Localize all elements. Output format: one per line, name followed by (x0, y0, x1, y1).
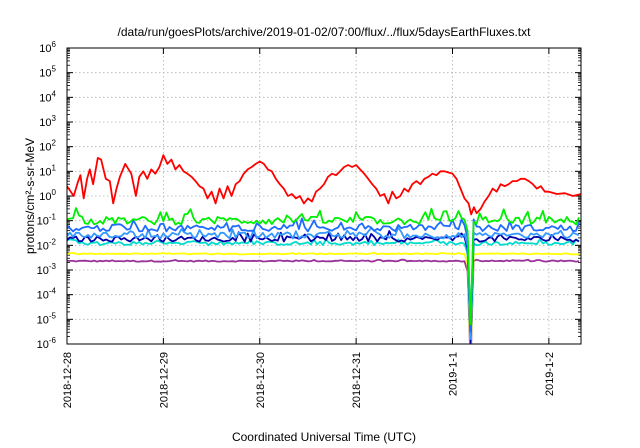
series-lines (67, 154, 581, 344)
x-tick-label: 2018-12-31 (351, 352, 363, 408)
chart-title: /data/run/goesPlots/archive/2019-01-02/0… (118, 25, 532, 39)
grid-lines (67, 48, 581, 344)
y-tick-label: 10-2 (37, 237, 57, 252)
x-tick-label: 2018-12-30 (255, 352, 267, 408)
series-line (67, 207, 580, 326)
y-tick-label: 10-4 (37, 287, 57, 302)
x-tick-label: 2019-1-2 (544, 352, 556, 396)
y-tick-label: 10-3 (37, 262, 57, 277)
y-axis-label: protons/cm²-s-sr-MeV (23, 138, 37, 254)
y-axis-ticks: 10-6 10-5 10-4 10-3 10-2 10-1 100 101 102 103 104 1… (37, 40, 581, 351)
y-tick-label: 100 (39, 188, 56, 203)
y-tick-label: 10-5 (37, 311, 57, 326)
series-line (67, 258, 580, 344)
series-line (67, 230, 580, 344)
series-line (67, 238, 580, 344)
x-tick-label: 2018-12-29 (158, 352, 170, 408)
y-tick-label: 10-1 (37, 213, 57, 228)
x-tick-label: 2018-12-28 (62, 352, 74, 408)
y-tick-label: 105 (39, 65, 56, 80)
y-tick-label: 102 (39, 139, 56, 154)
x-tick-label: 2019-1-1 (448, 352, 460, 396)
y-tick-label: 103 (39, 114, 56, 129)
series-line (67, 226, 580, 340)
series-line (67, 251, 580, 344)
y-tick-label: 10-6 (37, 336, 57, 351)
plot-frame (66, 47, 582, 345)
y-tick-label: 101 (39, 163, 56, 178)
x-axis-ticks: 2018-12-28 2018-12-29 2018-12-30 2018-12-31… (62, 48, 556, 408)
y-tick-label: 104 (39, 89, 56, 104)
series-line (67, 217, 580, 333)
x-axis-label: Coordinated Universal Time (UTC) (232, 430, 416, 444)
series-line (67, 154, 581, 216)
y-tick-label: 106 (39, 40, 56, 55)
